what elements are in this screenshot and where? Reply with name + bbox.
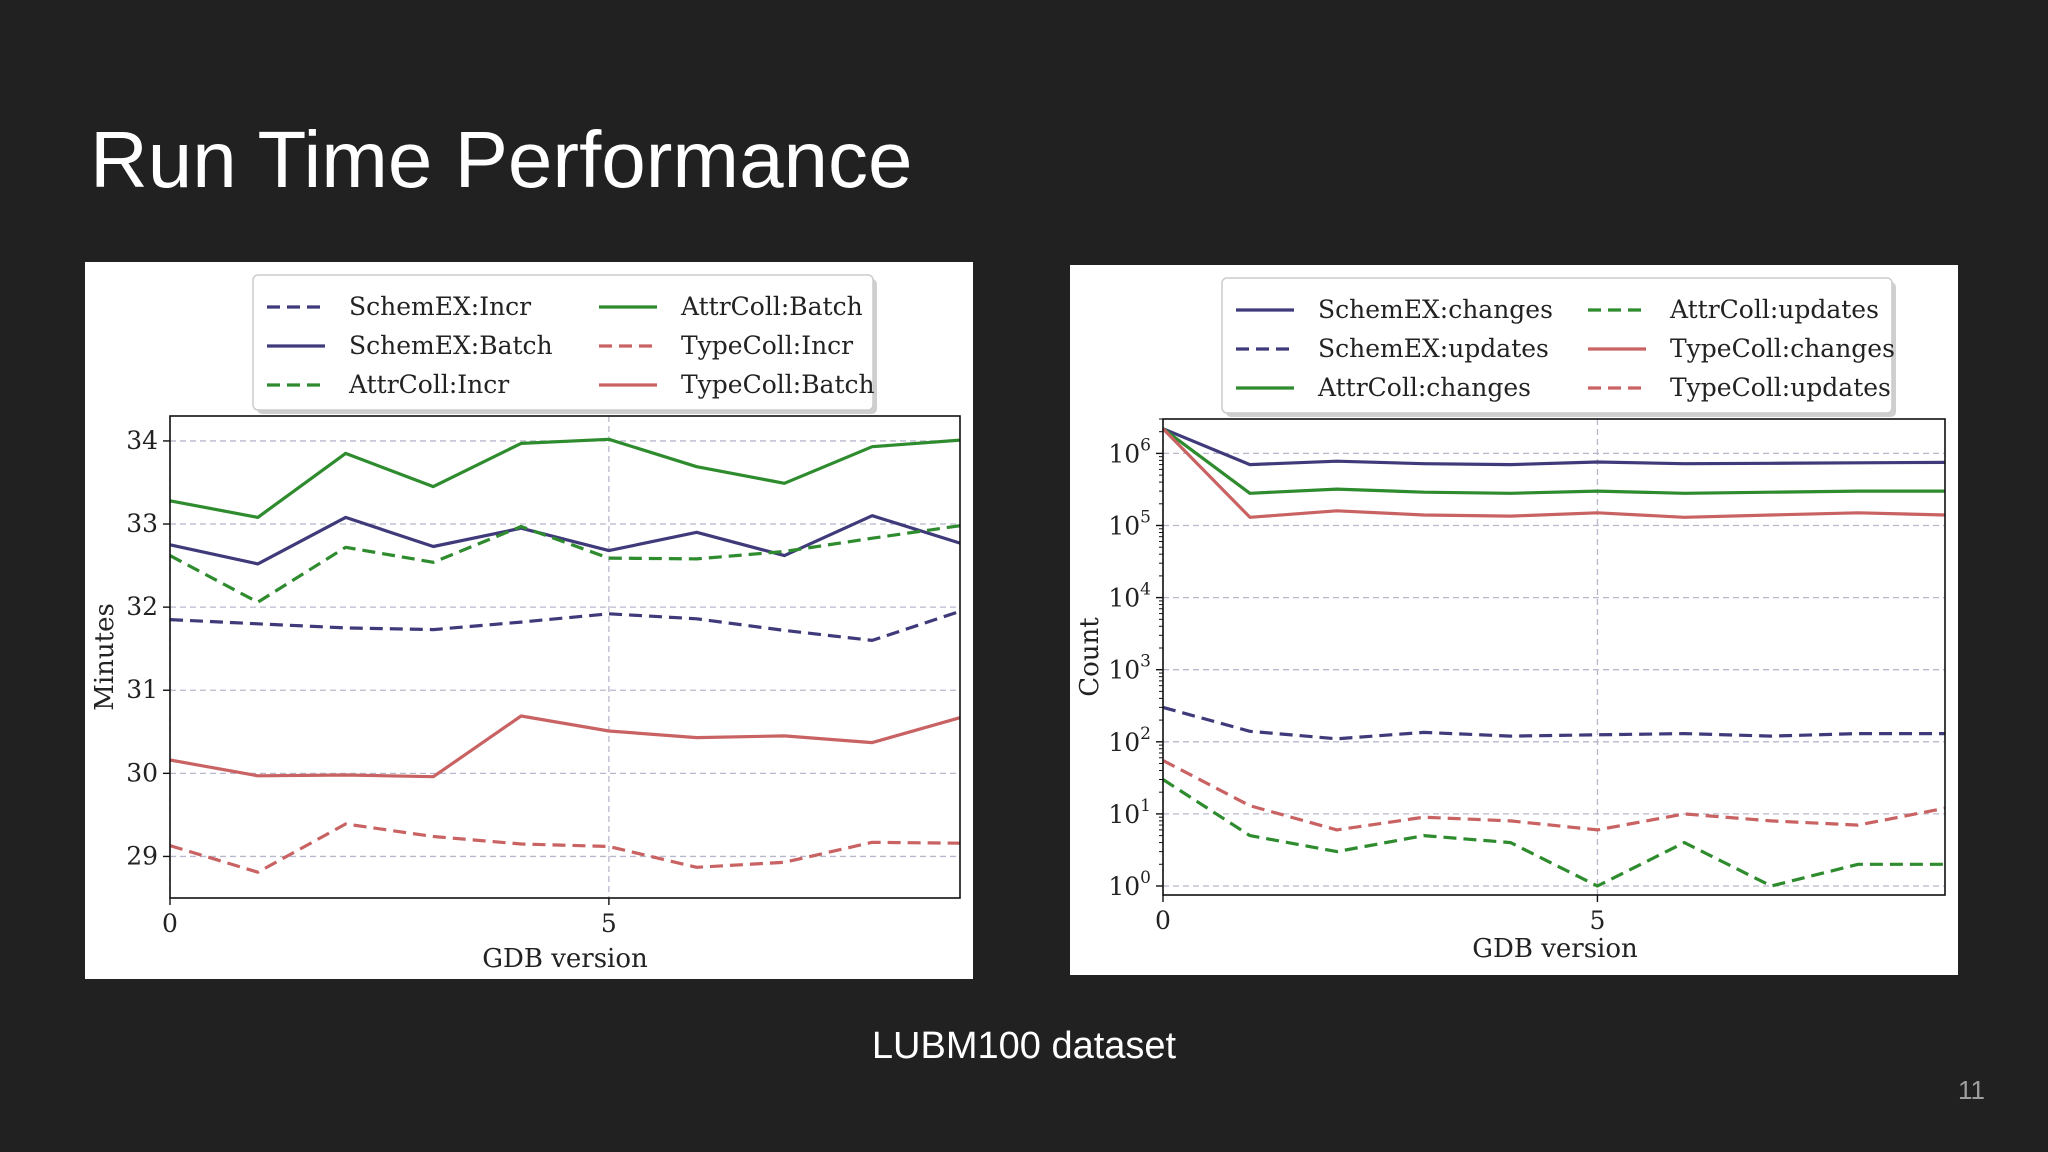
y-tick-label: 32 <box>126 592 158 621</box>
y-tick-label: 106 <box>1108 435 1151 468</box>
series-line-attrcoll-batch <box>169 437 961 519</box>
grid <box>1162 419 1945 895</box>
slide-title: Run Time Performance <box>90 115 913 204</box>
series-line-schemex-changes <box>1162 427 1946 467</box>
legend-label-typecoll-changes: TypeColl:changes <box>1670 334 1895 363</box>
legend-label-attrcoll-updates: AttrColl:updates <box>1669 295 1879 324</box>
legend: SchemEX:Incr SchemEX:Batch AttrColl:Incr At… <box>252 274 877 414</box>
legend: SchemEX:changes SchemEX:updates AttrColl:c… <box>1221 277 1896 417</box>
legend-box <box>252 274 874 411</box>
y-tick-label: 30 <box>126 758 158 787</box>
legend-label-attrcoll-batch: AttrColl:Batch <box>680 292 863 321</box>
legend-label-schemex-incr: SchemEX:Incr <box>349 292 531 321</box>
plot-frame <box>1162 418 1946 896</box>
legend-label-schemex-changes: SchemEX:changes <box>1318 295 1553 324</box>
legend-label-typecoll-updates: TypeColl:updates <box>1670 373 1891 402</box>
series-line-schemex-batch <box>169 514 961 566</box>
legend-label-attrcoll-changes: AttrColl:changes <box>1317 373 1531 402</box>
page-number: 11 <box>1958 1075 1985 1105</box>
x-tick-label: 0 <box>162 909 178 938</box>
legend-label-attrcoll-incr: AttrColl:Incr <box>348 370 509 399</box>
series-line-attrcoll-updates <box>1162 778 1945 888</box>
series-line-attrcoll-incr <box>169 524 961 604</box>
legend-label-schemex-updates: SchemEX:updates <box>1318 334 1549 363</box>
y-tick-label: 33 <box>126 509 158 538</box>
x-tick-label: 5 <box>601 909 617 938</box>
y-tick-label: 101 <box>1108 796 1151 829</box>
x-tick-label: 5 <box>1589 906 1605 935</box>
y-tick-label: 34 <box>126 426 158 455</box>
legend-label-typecoll-batch: TypeColl:Batch <box>681 370 875 399</box>
y-tick-label: 104 <box>1108 580 1151 613</box>
x-tick-label: 0 <box>1155 906 1171 935</box>
series-line-typecoll-incr <box>169 822 961 874</box>
y-axis-label: Minutes <box>90 603 120 711</box>
series-line-typecoll-batch <box>169 714 961 779</box>
y-tick-label: 100 <box>1108 868 1151 901</box>
minutes-line-chart: 29 30 31 32 33 34 0 5 GDB version Minutes SchemEX:… <box>90 274 961 974</box>
y-tick-label: 102 <box>1108 724 1151 757</box>
chart-panel-count: 100 101 102 103 104 105 106 0 5 GDB version Count S… <box>1070 265 1958 975</box>
x-axis-label: GDB version <box>1472 934 1638 964</box>
legend-label-typecoll-incr: TypeColl:Incr <box>681 331 853 360</box>
x-axis-label: GDB version <box>482 944 648 974</box>
y-axis-label: Count <box>1075 617 1105 697</box>
y-tick-label: 29 <box>126 841 158 870</box>
y-tick-label: 103 <box>1108 652 1151 685</box>
series-line-typecoll-updates <box>1162 759 1946 832</box>
slide-caption: LUBM100 dataset <box>871 1025 1177 1067</box>
series-line-typecoll-changes <box>1161 427 1946 519</box>
series-line-schemex-incr <box>169 609 961 642</box>
series-line-attrcoll-changes <box>1162 427 1945 495</box>
legend-label-schemex-batch: SchemEX:Batch <box>349 331 553 360</box>
legend-box <box>1221 277 1893 414</box>
grid <box>169 416 960 898</box>
plot-frame <box>169 415 961 899</box>
chart-panel-minutes: 29 30 31 32 33 34 0 5 GDB version Minutes SchemEX:… <box>85 262 973 979</box>
series-line-schemex-updates <box>1162 705 1945 741</box>
y-tick-label: 31 <box>126 675 158 704</box>
y-tick-label: 105 <box>1108 507 1151 540</box>
